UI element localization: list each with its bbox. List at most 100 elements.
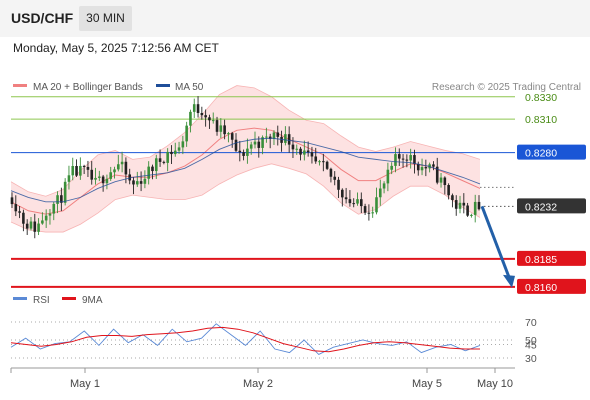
x-tick-label-1: May 2	[243, 378, 273, 390]
price-level-box-4	[517, 250, 586, 266]
candle-body	[98, 176, 101, 178]
price-level-label-3: 0.8232	[525, 201, 557, 213]
forecast-arrow-head	[503, 274, 515, 288]
candle-body	[405, 159, 409, 161]
candle-body	[367, 212, 371, 214]
candle-body	[223, 125, 226, 135]
candle-body	[443, 177, 447, 186]
candle-body	[185, 125, 188, 142]
candle-body	[177, 147, 181, 151]
candle-body	[211, 120, 215, 122]
legend-ma50-label: MA 50	[175, 82, 204, 93]
candle-body	[447, 185, 450, 196]
candle-body	[322, 161, 325, 163]
candle-body	[390, 165, 393, 170]
candle-body	[416, 163, 420, 171]
candle-body	[352, 203, 356, 205]
candle-body	[234, 139, 238, 151]
rsi-tick-3: 30	[525, 353, 537, 365]
candle-body	[435, 166, 439, 183]
candle-body	[386, 169, 390, 184]
candle-body	[94, 177, 97, 180]
candle-body	[360, 199, 363, 207]
candle-body	[204, 115, 207, 118]
candle-body	[462, 202, 466, 206]
candle-body	[420, 167, 424, 171]
candle-body	[29, 221, 33, 229]
price-level-label-0: 0.8330	[525, 92, 557, 104]
candle-body	[291, 144, 295, 150]
candle-body	[105, 178, 109, 184]
candle-body	[109, 172, 113, 179]
candle-body	[272, 132, 276, 139]
candle-body	[128, 174, 131, 181]
candle-body	[303, 150, 306, 155]
candle-body	[230, 133, 234, 140]
candle-body	[337, 179, 340, 190]
candle-body	[341, 189, 344, 198]
candle-body	[375, 197, 378, 213]
candle-body	[139, 181, 143, 184]
candle-body	[67, 175, 71, 182]
candle-body	[466, 205, 469, 216]
rsi-9ma-line	[10, 326, 480, 353]
candle-body	[52, 203, 56, 214]
candle-body	[86, 166, 90, 170]
candle-body	[318, 161, 321, 163]
ma50-line	[10, 137, 481, 203]
candle-body	[246, 148, 249, 156]
candle-body	[170, 151, 173, 155]
research-credit: Research © 2025 Trading Central	[432, 82, 581, 93]
candle-body	[37, 223, 40, 232]
rsi-tick-0: 70	[525, 317, 537, 329]
candle-body	[371, 212, 374, 214]
candle-body	[173, 150, 177, 155]
candle-body	[253, 141, 257, 145]
candle-body	[333, 176, 337, 180]
candle-body	[451, 195, 454, 201]
candle-body	[101, 176, 105, 184]
candle-body	[394, 154, 397, 166]
bollinger-upper-line	[10, 85, 481, 197]
forecast-arrow-line	[480, 205, 512, 281]
candle-body	[284, 134, 287, 143]
candle-body	[60, 195, 63, 203]
candle-body	[378, 188, 382, 198]
x-tick-label-2: May 5	[412, 378, 442, 390]
legend-9ma-swatch	[62, 297, 76, 300]
candle-body	[413, 155, 416, 164]
candle-body	[458, 202, 462, 209]
rsi-tick-2: 45	[525, 340, 537, 352]
candle-body	[344, 197, 348, 200]
candle-body	[166, 151, 169, 163]
x-tick-label-3: May 10	[477, 378, 513, 390]
candle-body	[473, 201, 477, 215]
candle-body	[162, 161, 166, 163]
candle-body	[181, 141, 185, 148]
price-level-label-1: 0.8310	[525, 114, 557, 126]
candle-body	[306, 150, 310, 153]
candle-body	[56, 195, 59, 204]
timeframe-button[interactable]: 30 MIN	[79, 6, 132, 31]
candle-body	[295, 148, 299, 150]
candle-body	[135, 181, 139, 185]
candle-body	[227, 133, 230, 135]
candle-body	[192, 104, 196, 112]
candle-body	[208, 117, 211, 121]
candle-body	[154, 158, 158, 172]
candle-body	[215, 120, 219, 132]
candle-body	[329, 168, 333, 177]
candle-body	[196, 104, 200, 113]
candle-body	[363, 206, 367, 213]
candle-body	[424, 167, 428, 169]
candle-group	[10, 96, 481, 239]
candle-body	[25, 223, 29, 229]
timestamp-label: Monday, May 5, 2025 7:12:56 AM CET	[13, 41, 219, 55]
candle-body	[14, 204, 18, 212]
ma20-line	[10, 127, 481, 215]
candle-body	[287, 134, 291, 145]
candle-body	[113, 169, 116, 173]
candle-body	[158, 158, 162, 162]
candle-body	[276, 132, 280, 137]
price-level-box-2	[517, 144, 586, 160]
